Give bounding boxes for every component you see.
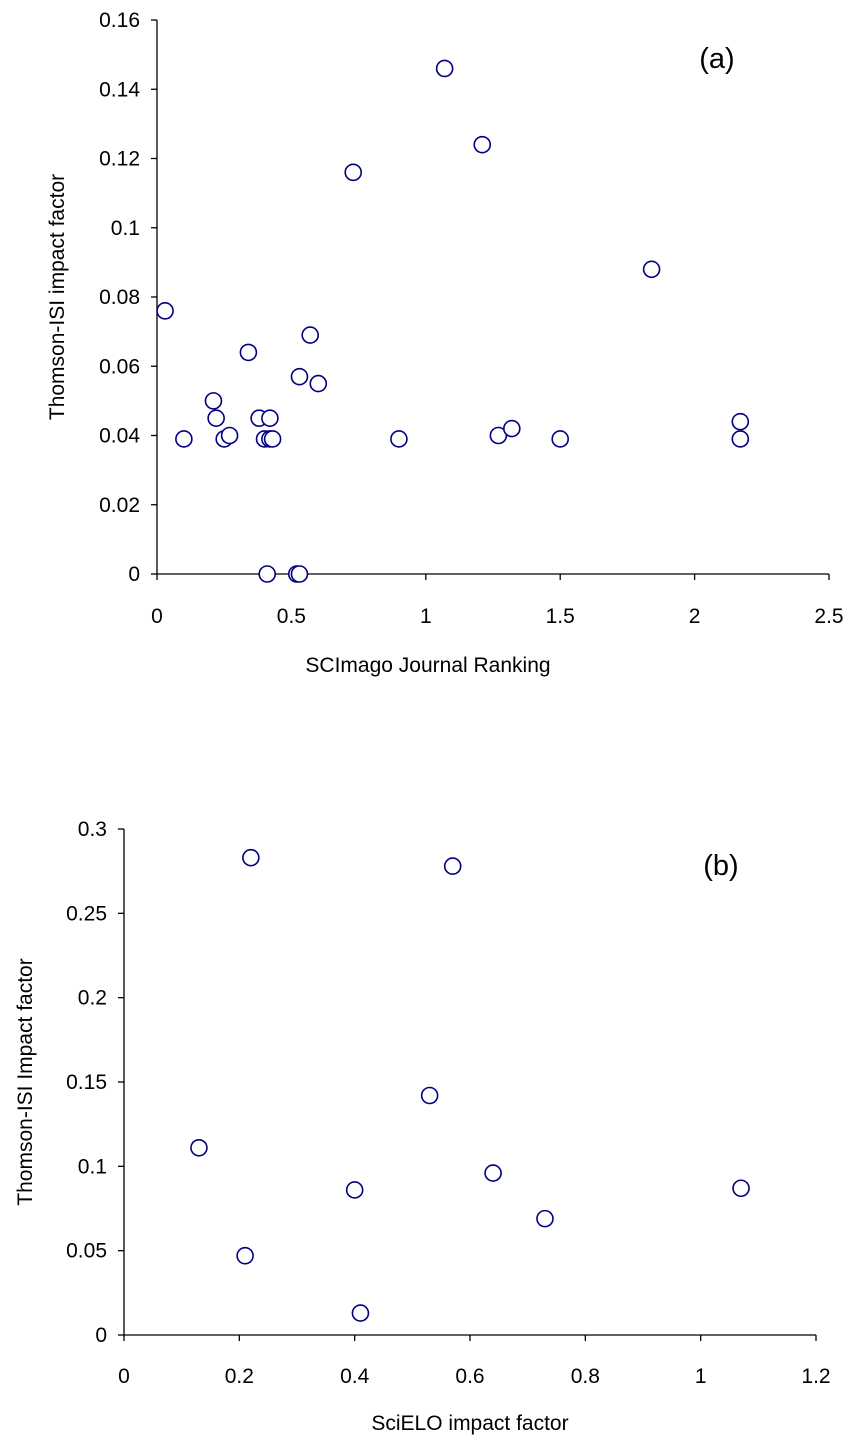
data-point xyxy=(263,430,282,448)
x-tick-label: 2 xyxy=(689,605,701,628)
y-tick-label: 0.3 xyxy=(78,818,107,841)
data-point xyxy=(220,426,239,445)
x-tick-label: 0 xyxy=(151,605,163,628)
data-point xyxy=(207,409,225,427)
data-point xyxy=(344,163,363,182)
data-point xyxy=(236,1246,254,1265)
y-tick-label: 0.08 xyxy=(99,286,140,309)
x-tick-label: 1 xyxy=(695,1365,707,1388)
x-axis-title: SCImago Journal Ranking xyxy=(305,654,550,677)
y-tick-label: 0.12 xyxy=(99,148,140,171)
data-point xyxy=(290,367,309,386)
y-tick-label: 0.05 xyxy=(66,1240,107,1263)
y-tick-label: 0.06 xyxy=(99,355,140,378)
data-point xyxy=(156,302,174,320)
chart-panel-b: 0 0.2 0.4 0.6 0.8 1 1.2 0 0.05 0.1 0.15 0.2 0.25 0.3 S… xyxy=(14,818,831,1435)
y-tick-label: 0.16 xyxy=(99,9,140,32)
y-tick-label: 0.02 xyxy=(99,494,140,517)
data-point xyxy=(551,430,570,448)
y-tick-label: 0.1 xyxy=(111,217,140,240)
y-tick-label: 0 xyxy=(95,1324,107,1347)
data-point xyxy=(420,1086,439,1105)
data-point xyxy=(258,565,277,583)
data-point xyxy=(732,1179,750,1198)
data-point xyxy=(484,1164,502,1182)
y-tick-label: 0.04 xyxy=(99,425,140,448)
x-tick-label: 0.6 xyxy=(455,1365,484,1388)
data-point xyxy=(345,1181,364,1199)
data-point xyxy=(351,1304,370,1322)
data-point xyxy=(190,1138,208,1157)
x-tick-label: 0.5 xyxy=(277,605,306,628)
y-tick-label: 0.14 xyxy=(99,78,140,101)
y-tick-label: 0 xyxy=(128,563,140,586)
x-tick-label: 1 xyxy=(420,605,432,628)
data-point xyxy=(536,1209,554,1228)
panel-label: (b) xyxy=(703,850,738,882)
data-point xyxy=(435,59,454,78)
x-tick-label: 0.8 xyxy=(571,1365,600,1388)
y-tick-label: 0.25 xyxy=(66,902,107,925)
y-axis-title: Thomson-ISI impact factor xyxy=(46,174,69,420)
data-point xyxy=(309,374,328,393)
data-point xyxy=(443,857,462,875)
data-point xyxy=(239,343,258,362)
data-point xyxy=(261,409,279,427)
data-point xyxy=(731,412,750,431)
data-point xyxy=(242,848,260,867)
chart-panel-a: 0 0.5 1 1.5 2 2.5 0 0.02 0.04 0.06 0.08 0.1 0.12 0.14… xyxy=(46,9,844,677)
panel-label: (a) xyxy=(699,43,734,75)
x-tick-label: 0 xyxy=(118,1365,130,1388)
y-tick-label: 0.2 xyxy=(78,987,107,1010)
y-tick-label: 0.15 xyxy=(66,1071,107,1094)
data-point xyxy=(731,430,750,448)
data-point xyxy=(290,565,309,583)
data-point xyxy=(642,260,661,279)
data-point xyxy=(489,426,508,445)
data-point xyxy=(175,430,193,448)
data-point xyxy=(390,430,408,448)
y-tick-label: 0.1 xyxy=(78,1155,107,1178)
x-tick-label: 1.2 xyxy=(801,1365,830,1388)
data-point xyxy=(204,392,223,410)
data-point xyxy=(301,326,320,344)
y-axis-title: Thomson-ISI Impact factor xyxy=(14,958,37,1205)
data-point xyxy=(503,419,521,438)
x-tick-label: 0.2 xyxy=(225,1365,254,1388)
x-axis-title: SciELO impact factor xyxy=(371,1412,568,1435)
x-tick-label: 0.4 xyxy=(340,1365,370,1388)
x-tick-label: 1.5 xyxy=(546,605,575,628)
data-point xyxy=(473,135,492,154)
x-tick-label: 2.5 xyxy=(814,605,843,628)
